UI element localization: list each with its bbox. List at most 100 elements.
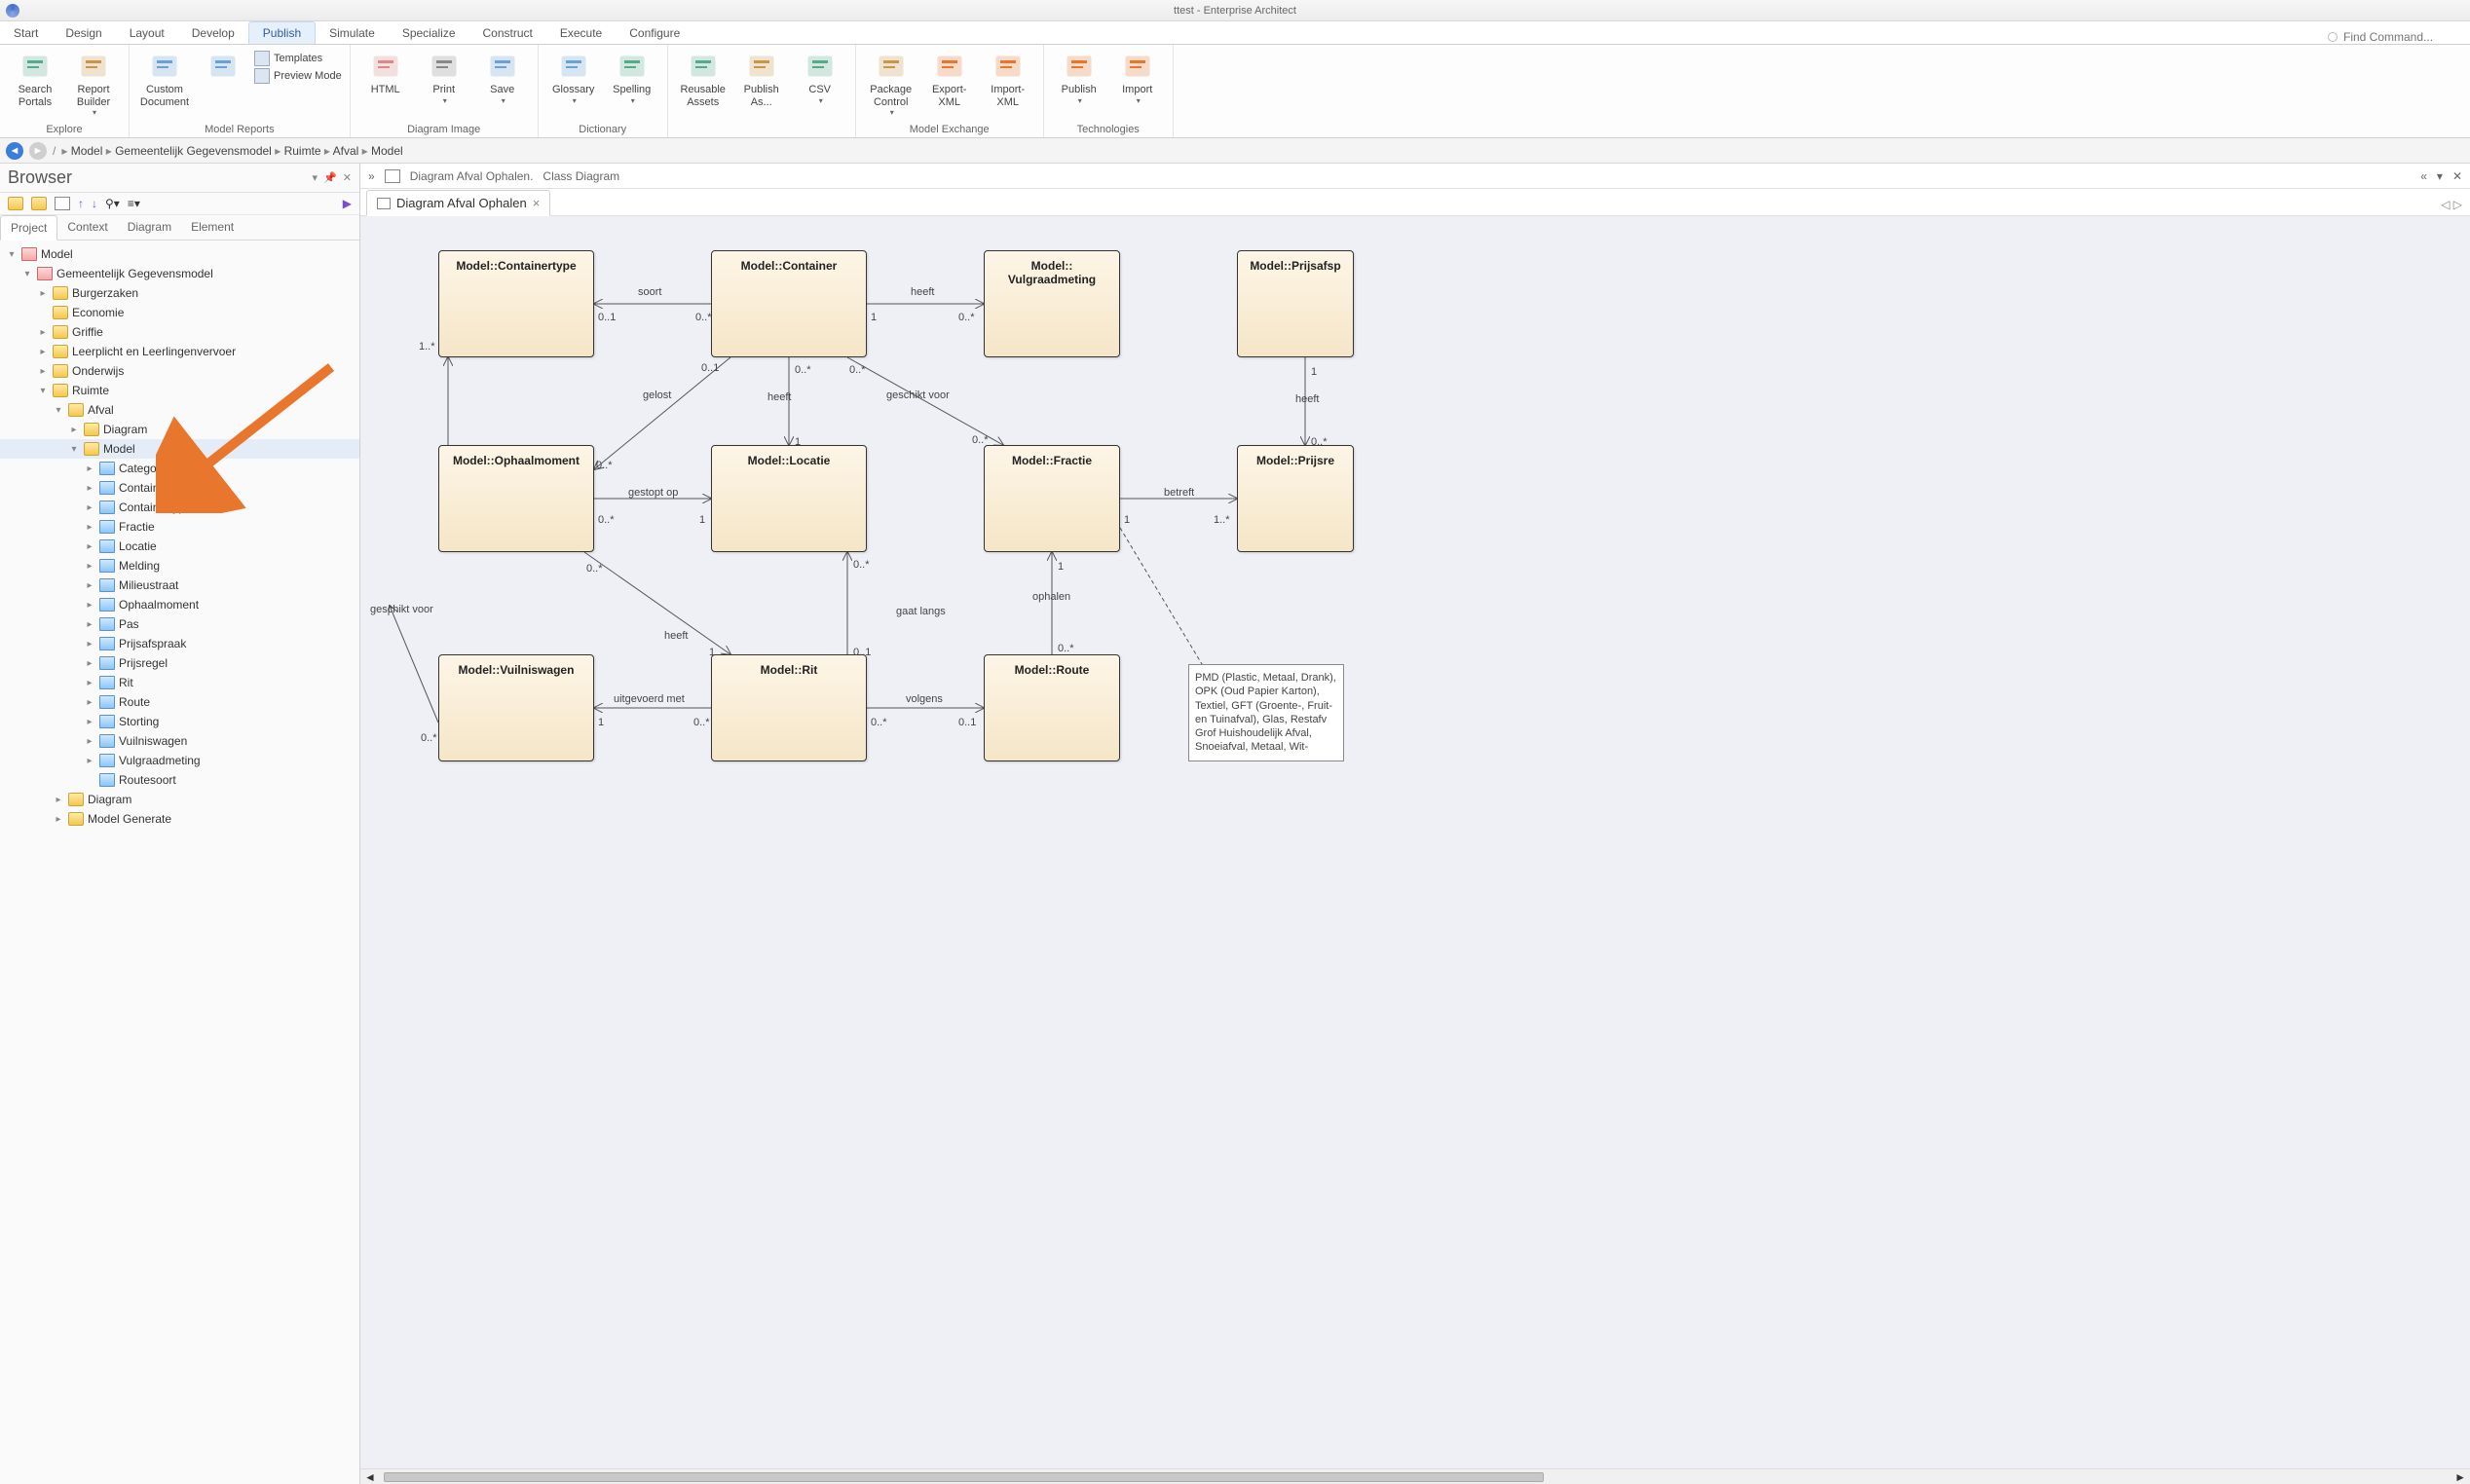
tab-nav[interactable]: ◁ ▷	[2433, 194, 2470, 215]
horizontal-scrollbar[interactable]: ◄ ►	[360, 1468, 2470, 1484]
expand-icon[interactable]: »	[368, 169, 375, 183]
tree-item-pas[interactable]: ▸Pas	[0, 614, 359, 634]
expander-icon[interactable]: ▸	[84, 697, 95, 708]
expander-icon[interactable]: ▸	[37, 327, 49, 338]
ribbon-btn-print[interactable]: Print	[417, 49, 471, 122]
expander-icon[interactable]: ▸	[84, 464, 95, 474]
tree-item-rit[interactable]: ▸Rit	[0, 673, 359, 692]
ribbon-tab-develop[interactable]: Develop	[178, 22, 248, 44]
ribbon-btn-import[interactable]: Import	[1110, 49, 1165, 122]
tree-item-fractie[interactable]: ▸Fractie	[0, 517, 359, 537]
pin-icon[interactable]: 📌	[323, 171, 337, 184]
browser-tab-context[interactable]: Context	[57, 215, 117, 240]
crumb-3[interactable]: Afval	[333, 144, 359, 158]
canvas-scroll[interactable]: PMD (Plastic, Metaal, Drank), OPK (Oud P…	[360, 216, 2470, 1468]
tree-item-ophaalmoment[interactable]: ▸Ophaalmoment	[0, 595, 359, 614]
class-prijsafsp[interactable]: Model::Prijsafsp	[1237, 250, 1354, 357]
hamburger-icon[interactable]: ≡▾	[128, 197, 140, 210]
tree-item-prijsafspraak[interactable]: ▸Prijsafspraak	[0, 634, 359, 653]
expander-icon[interactable]: ▸	[84, 600, 95, 611]
expander-icon[interactable]: ▸	[84, 541, 95, 552]
expander-icon[interactable]: ▾	[21, 269, 33, 279]
ribbon-btn-spelling[interactable]: Spelling	[605, 49, 659, 122]
expander-icon[interactable]: ▸	[84, 658, 95, 669]
expander-icon[interactable]: ▸	[37, 347, 49, 357]
tree-item-gemeentelijk-gegevensmodel[interactable]: ▾Gemeentelijk Gegevensmodel	[0, 264, 359, 283]
expander-icon[interactable]: ▸	[37, 366, 49, 377]
collapse-icon[interactable]: «	[2420, 169, 2427, 183]
scroll-right-icon[interactable]: ►	[2451, 1470, 2470, 1484]
expander-icon[interactable]: ▸	[84, 483, 95, 494]
up-icon[interactable]: ↑	[78, 197, 84, 210]
expander-icon[interactable]: ▸	[84, 619, 95, 630]
ribbon-btn-search-portals[interactable]: Search Portals	[8, 49, 62, 122]
tree-item-routesoort[interactable]: Routesoort	[0, 770, 359, 790]
expander-icon[interactable]: ▸	[37, 288, 49, 299]
close-icon[interactable]: ✕	[343, 171, 352, 184]
ribbon-btn-csv[interactable]: CSV	[793, 49, 847, 133]
diagram-tab[interactable]: Diagram Afval Ophalen ×	[366, 190, 550, 216]
ribbon-tab-configure[interactable]: Configure	[616, 22, 693, 44]
tree-item-economie[interactable]: Economie	[0, 303, 359, 322]
ribbon-btn-docgear[interactable]	[196, 49, 250, 122]
expander-icon[interactable]: ▸	[84, 736, 95, 747]
expander-icon[interactable]: ▸	[84, 678, 95, 688]
ribbon-tab-execute[interactable]: Execute	[546, 22, 616, 44]
ribbon-btn-export-xml[interactable]: Export-XML	[922, 49, 977, 122]
tree-item-model-generate[interactable]: ▸Model Generate	[0, 809, 359, 829]
tree-item-locatie[interactable]: ▸Locatie	[0, 537, 359, 556]
class-containertype[interactable]: Model::Containertype	[438, 250, 594, 357]
menu-icon[interactable]: ▾	[2437, 169, 2443, 183]
ribbon-btn-publish[interactable]: Publish	[1052, 49, 1106, 122]
expander-icon[interactable]: ▸	[53, 814, 64, 825]
crumb-1[interactable]: Gemeentelijk Gegevensmodel	[115, 144, 272, 158]
close-diagram-icon[interactable]: ✕	[2452, 169, 2462, 183]
ribbon-btn-html[interactable]: HTML	[358, 49, 413, 122]
new-package-icon[interactable]	[8, 197, 23, 210]
class-prijsre[interactable]: Model::Prijsre	[1237, 445, 1354, 552]
ribbon-btn-save[interactable]: Save	[475, 49, 530, 122]
expander-icon[interactable]: ▸	[53, 795, 64, 805]
expander-icon[interactable]: ▸	[84, 639, 95, 649]
tree-item-model[interactable]: ▾Model	[0, 244, 359, 264]
tree-item-griffie[interactable]: ▸Griffie	[0, 322, 359, 342]
ribbon-btn-publish-as-[interactable]: PublishAs...	[734, 49, 789, 133]
ribbon-btn-templates[interactable]: Templates	[254, 51, 342, 66]
ribbon-tab-specialize[interactable]: Specialize	[389, 22, 469, 44]
scroll-thumb[interactable]	[384, 1472, 1544, 1482]
expander-icon[interactable]: ▸	[84, 756, 95, 766]
browser-tab-diagram[interactable]: Diagram	[118, 215, 181, 240]
class-locatie[interactable]: Model::Locatie	[711, 445, 867, 552]
ribbon-tab-simulate[interactable]: Simulate	[316, 22, 389, 44]
crumb-0[interactable]: Model	[71, 144, 103, 158]
browser-tab-element[interactable]: Element	[181, 215, 243, 240]
class-rit[interactable]: Model::Rit	[711, 654, 867, 761]
tree-item-route[interactable]: ▸Route	[0, 692, 359, 712]
ribbon-btn-package-control[interactable]: PackageControl	[864, 49, 918, 122]
crumb-4[interactable]: Model	[371, 144, 403, 158]
down-icon[interactable]: ↓	[92, 197, 97, 210]
ribbon-btn-import-xml[interactable]: Import-XML	[981, 49, 1035, 122]
class-container[interactable]: Model::Container	[711, 250, 867, 357]
tree-item-diagram[interactable]: ▸Diagram	[0, 790, 359, 809]
nav-back-button[interactable]: ◄	[6, 142, 23, 160]
ribbon-btn-reusable-assets[interactable]: ReusableAssets	[676, 49, 730, 133]
ribbon-tab-publish[interactable]: Publish	[248, 21, 316, 44]
expander-icon[interactable]: ▸	[84, 561, 95, 572]
expander-icon[interactable]: ▾	[53, 405, 64, 416]
tree-item-prijsregel[interactable]: ▸Prijsregel	[0, 653, 359, 673]
tab-close-icon[interactable]: ×	[533, 196, 541, 210]
ribbon-tab-construct[interactable]: Construct	[469, 22, 546, 44]
ribbon-tab-design[interactable]: Design	[52, 22, 115, 44]
class-vulgraad[interactable]: Model::Vulgraadmeting	[984, 250, 1120, 357]
ribbon-btn-glossary[interactable]: Glossary	[546, 49, 601, 122]
tree-item-storting[interactable]: ▸Storting	[0, 712, 359, 731]
tree-item-melding[interactable]: ▸Melding	[0, 556, 359, 575]
nav-forward-button[interactable]: ►	[29, 142, 47, 160]
expander-icon[interactable]: ▸	[84, 717, 95, 727]
canvas[interactable]: PMD (Plastic, Metaal, Drank), OPK (Oud P…	[360, 216, 1724, 1015]
ribbon-btn-custom-document[interactable]: CustomDocument	[137, 49, 192, 122]
class-vuilnis[interactable]: Model::Vuilniswagen	[438, 654, 594, 761]
expander-icon[interactable]: ▾	[68, 444, 80, 455]
expander-icon[interactable]: ▾	[37, 386, 49, 396]
